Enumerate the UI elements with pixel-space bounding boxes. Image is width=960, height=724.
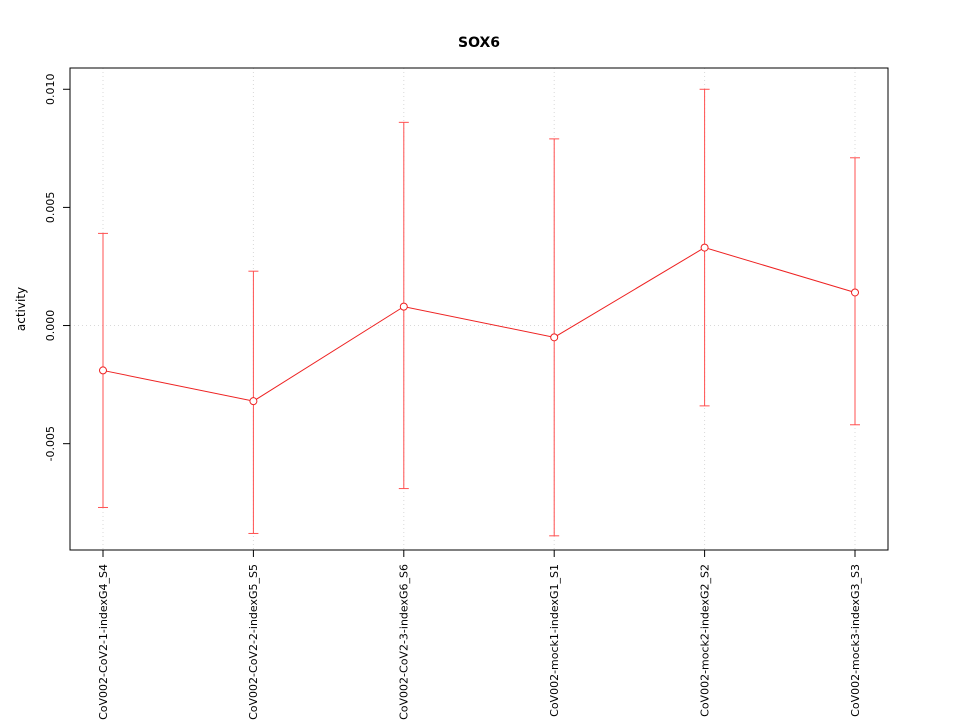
- chart-title: SOX6: [458, 35, 500, 51]
- y-tick-label: 0.010: [44, 74, 57, 106]
- y-tick-label: 0.000: [44, 310, 57, 342]
- plot-border: [69, 67, 889, 551]
- data-point: [550, 333, 559, 342]
- x-tick-label: CoV002-CoV2-2-indexG5_S5: [247, 564, 260, 720]
- data-point: [99, 366, 107, 375]
- x-tick-label: CoV002-mock3-indexG3_S3: [849, 564, 862, 717]
- plot-area: -0.005 0.000 0.005 0.010 CoV002-CoV2-1-index…: [44, 67, 889, 720]
- x-tick-label: CoV002-mock1-indexG1_S1: [548, 564, 561, 717]
- data-point: [249, 397, 258, 406]
- x-tick-label: CoV002-CoV2-3-indexG6_S6: [398, 564, 411, 720]
- data-point: [851, 288, 859, 297]
- y-tick-label: -0.005: [44, 426, 57, 461]
- y-axis-label: activity: [14, 287, 28, 331]
- x-tick-label: CoV002-mock2-indexG2_S2: [698, 564, 711, 717]
- data-point: [399, 302, 408, 311]
- y-tick-label: 0.005: [44, 192, 57, 224]
- series-line: [102, 247, 856, 402]
- data-point: [700, 243, 709, 252]
- x-tick-label: CoV002-CoV2-1-indexG4_S4: [97, 564, 110, 720]
